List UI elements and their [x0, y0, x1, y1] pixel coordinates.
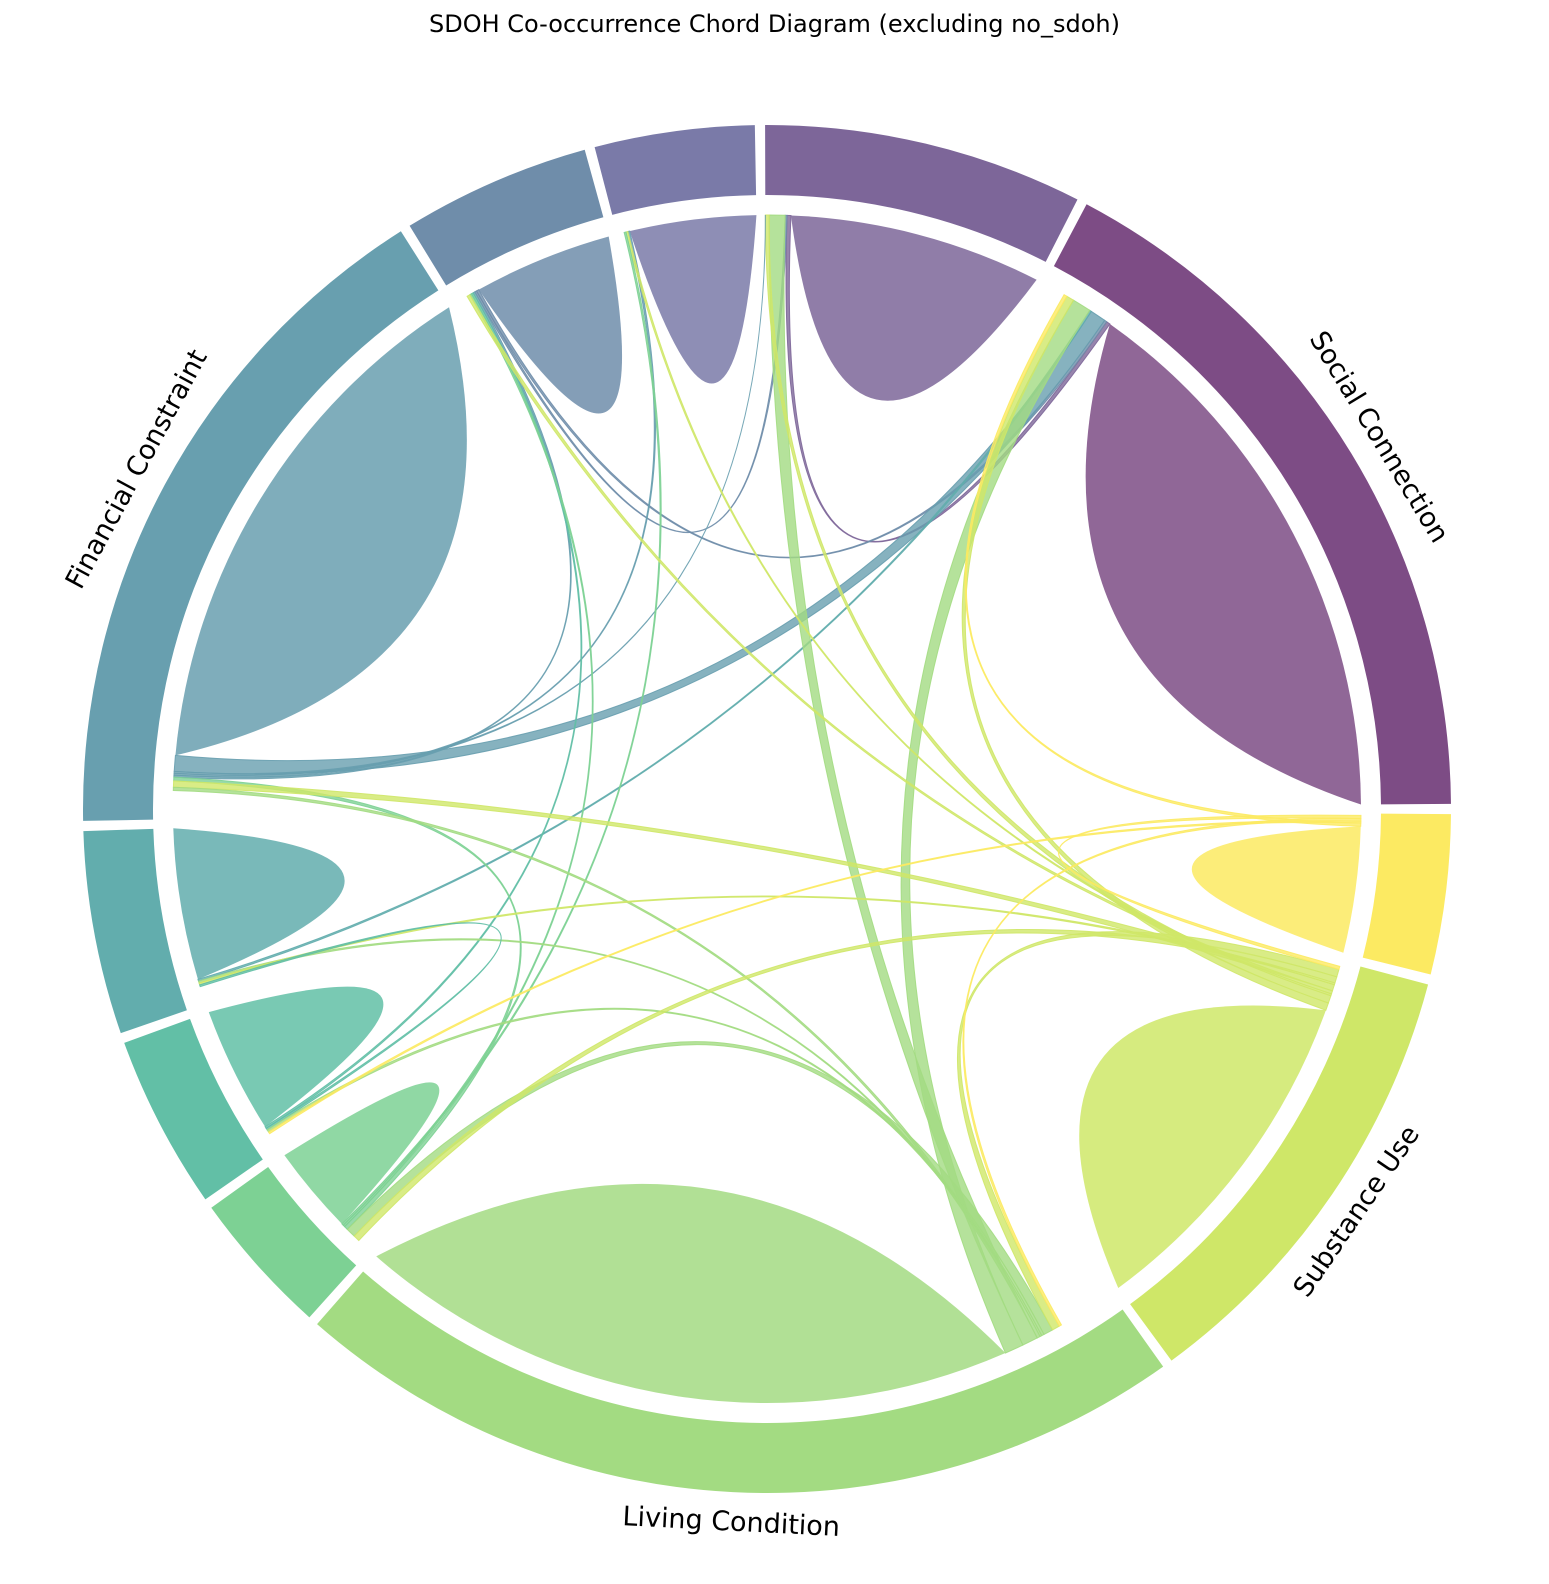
category-arc-7 [211, 1166, 357, 1318]
link-ribbon-19 [172, 780, 1336, 992]
link-ribbon-20 [172, 786, 1041, 1339]
link-ribbon-25 [267, 820, 1362, 1135]
link-ribbon-11 [173, 230, 656, 778]
link-ribbon-9 [764, 214, 1332, 1004]
category-arc-1 [765, 124, 1078, 262]
category-arc-4 [82, 231, 439, 821]
link-ribbon-22 [198, 895, 1336, 986]
category-arc-6 [124, 1018, 263, 1200]
category-arc-0 [1053, 204, 1451, 805]
link-ribbon-29 [962, 817, 1362, 1327]
self-ribbon-7 [284, 1082, 440, 1224]
self-ribbon-6 [208, 986, 384, 1127]
self-ribbon-4 [175, 307, 467, 756]
link-ribbon-13 [341, 231, 662, 1226]
self-ribbon-8 [376, 1183, 1006, 1403]
link-ribbon-10 [173, 214, 766, 776]
link-ribbon-8 [768, 214, 1038, 1346]
link-ribbon-5 [961, 295, 1330, 1011]
self-ribbon-1 [790, 215, 1037, 401]
link-ribbon-12 [625, 230, 1333, 997]
self-ribbon-2 [629, 215, 757, 384]
category-arcs [82, 124, 1451, 1494]
link-ribbon-21 [197, 938, 1043, 1338]
self-ribbon-5 [173, 828, 345, 980]
category-arc-8 [317, 1271, 1164, 1494]
link-ribbon-4 [900, 299, 1091, 1354]
link-ribbon-16 [342, 293, 594, 1228]
category-arc-2 [594, 125, 757, 215]
category-arc-5 [83, 828, 187, 1034]
link-ribbon-26 [346, 1041, 1054, 1336]
category-label-8: Living Condition [622, 1501, 841, 1543]
link-ribbon-2 [173, 310, 1106, 775]
category-arc-10 [1362, 813, 1451, 975]
category-arc-3 [409, 149, 604, 286]
chart-title: SDOH Co-occurrence Chord Diagram (exclud… [429, 10, 1120, 38]
link-ribbon-28 [957, 931, 1340, 1331]
link-ribbon-6 [964, 293, 1362, 827]
self-ribbon-3 [478, 236, 623, 414]
self-ribbon-9 [1079, 1005, 1326, 1289]
link-ribbon-18 [173, 776, 522, 1231]
link-ribbon-27 [353, 929, 1338, 1242]
chord-ribbons [172, 214, 1362, 1403]
self-ribbon-0 [1085, 323, 1361, 805]
category-arc-9 [1130, 966, 1429, 1361]
link-ribbon-23 [198, 922, 502, 1131]
link-ribbon-17 [466, 294, 1334, 995]
link-ribbon-30 [1057, 814, 1362, 971]
self-ribbon-10 [1191, 826, 1361, 953]
link-ribbon-15 [264, 292, 583, 1130]
